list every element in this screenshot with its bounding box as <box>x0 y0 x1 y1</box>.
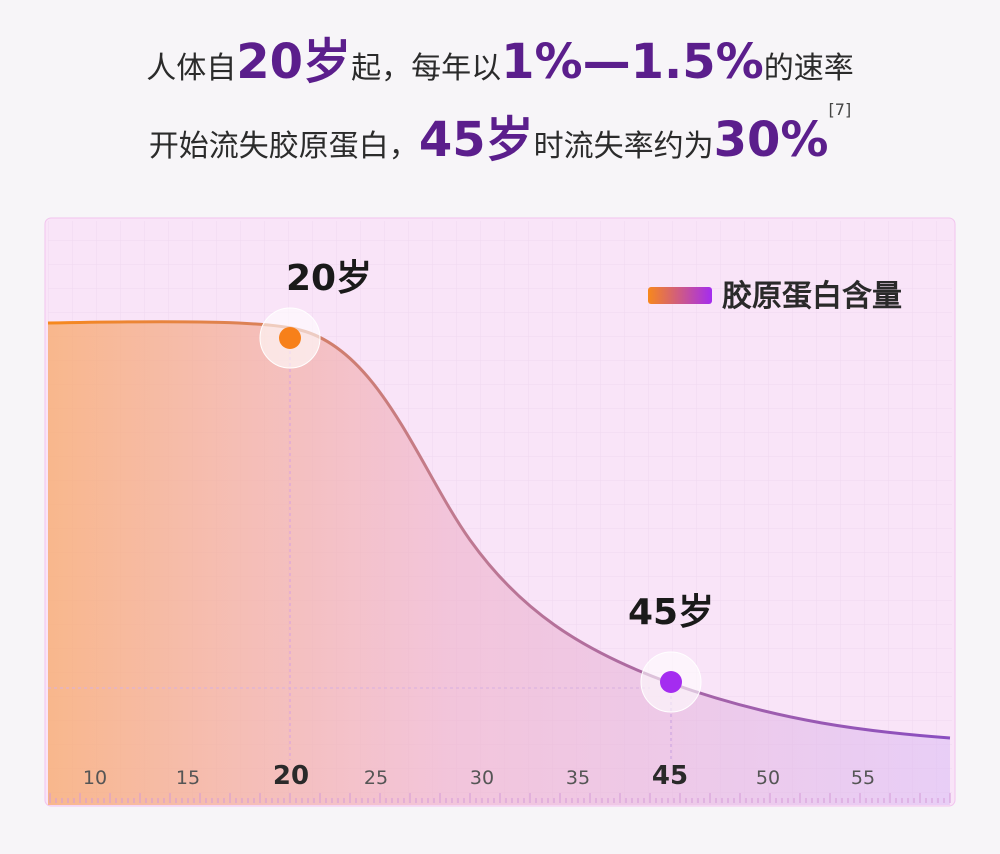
header-text: 人体自 <box>146 51 237 86</box>
header-emphasis: 20岁 <box>236 34 352 90</box>
x-tick-label: 45 <box>652 761 688 791</box>
header-line: 开始流失胶原蛋白，45岁时流失率约为30%[7] <box>0 100 1000 170</box>
header-text: 开始流失胶原蛋白， <box>148 129 419 164</box>
x-tick-label: 20 <box>273 761 309 791</box>
header-emphasis: 30% <box>713 112 829 168</box>
ruler <box>49 793 951 803</box>
header-text: 时流失率约为 <box>533 129 714 164</box>
x-tick-label: 35 <box>566 767 590 789</box>
x-tick-label: 10 <box>83 767 107 789</box>
header-emphasis: 45岁 <box>418 112 534 168</box>
x-tick-label: 15 <box>176 767 200 789</box>
legend-swatch <box>648 287 712 304</box>
header-line: 人体自20岁起，每年以1%—1.5%的速率 <box>0 22 1000 92</box>
x-tick-label: 25 <box>364 767 388 789</box>
annotation: 20岁 <box>286 258 372 299</box>
citation: [7] <box>828 100 852 119</box>
x-tick-label: 30 <box>470 767 494 789</box>
header-text: 起，每年以 <box>351 51 502 86</box>
annotation: 45岁 <box>628 592 714 633</box>
x-axis: 10 15 20 25 30 35 45 50 55 <box>83 761 875 791</box>
x-tick-label: 55 <box>851 767 875 789</box>
marker <box>279 327 301 349</box>
header-emphasis: 1%—1.5% <box>501 34 764 90</box>
header-text: 的速率 <box>763 51 854 86</box>
x-tick-label: 50 <box>756 767 780 789</box>
area <box>48 321 950 805</box>
legend-label: 胶原蛋白含量 <box>722 279 902 314</box>
marker <box>660 671 682 693</box>
